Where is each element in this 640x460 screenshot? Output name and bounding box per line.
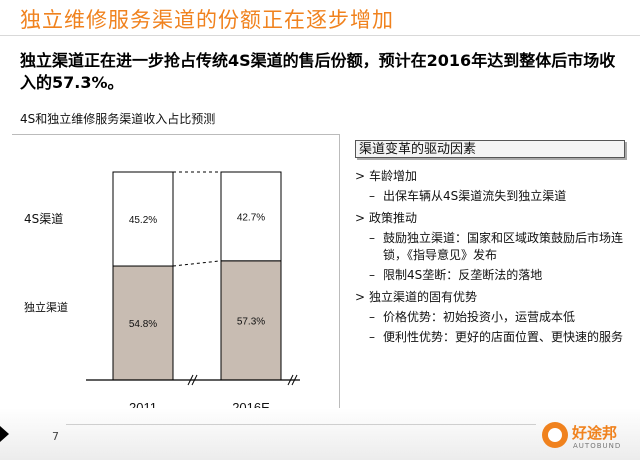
driver-item-text: 便利性优势：更好的店面位置、更快速的服务	[383, 330, 624, 344]
driver-item: – 鼓励独立渠道：国家和区域政策鼓励后市场连锁，《指导意见》发布	[355, 230, 630, 264]
driver-item: – 限制4S垄断：反垄断法的落地	[355, 267, 630, 284]
dash-icon: –	[369, 189, 375, 203]
chevron-right-icon: >	[355, 211, 366, 225]
driver-group: > 独立渠道的固有优势 – 价格优势：初始投资小，运营成本低 – 便利性优势：更好的店面位…	[355, 289, 630, 346]
chart-title: 4S和独立维修服务渠道收入占比预测	[20, 112, 216, 126]
driver-group: > 车龄增加 – 出保车辆从4S渠道流失到独立渠道	[355, 168, 630, 205]
driver-heading-text: 政策推动	[369, 211, 418, 225]
logo-subtext: AUTOBUND	[573, 442, 622, 450]
data-label: 42.7%	[237, 212, 265, 223]
axis-break-mark	[191, 374, 198, 386]
slide-headline: 独立渠道正在进一步抢占传统4S渠道的售后份额，预计在2016年达到整体后市场收入…	[20, 51, 616, 92]
dash-icon: –	[369, 330, 375, 344]
chevron-right-icon: >	[355, 290, 366, 304]
data-label: 54.8%	[129, 319, 157, 330]
legend-label: 独立渠道	[24, 300, 68, 314]
legend-label: 4S渠道	[24, 212, 63, 226]
logo-text: 好途邦	[572, 424, 618, 442]
drivers-list: > 车龄增加 – 出保车辆从4S渠道流失到独立渠道 > 政策推动 – 鼓励独立渠道：国家和区域…	[355, 168, 630, 351]
slide-title: 独立维修服务渠道的份额正在逐步增加	[20, 8, 394, 32]
bar-segment	[220, 260, 282, 381]
driver-group: > 政策推动 – 鼓励独立渠道：国家和区域政策鼓励后市场连锁，《指导意见》发布 – 限制4…	[355, 210, 630, 284]
bar-segment	[112, 265, 174, 381]
driver-heading-text: 独立渠道的固有优势	[369, 290, 478, 304]
axis-break-mark	[287, 374, 294, 386]
driver-item: – 出保车辆从4S渠道流失到独立渠道	[355, 188, 630, 205]
footer-divider	[66, 424, 536, 425]
chevron-right-icon: >	[355, 169, 366, 183]
title-divider	[0, 35, 640, 36]
driver-item: – 便利性优势：更好的店面位置、更快速的服务	[355, 329, 630, 346]
footer	[0, 408, 640, 460]
page-number: 7	[52, 430, 59, 443]
data-label: 45.2%	[129, 215, 157, 226]
chart-frame	[12, 134, 340, 424]
drivers-header: 渠道变革的驱动因素	[355, 140, 625, 158]
dash-icon: –	[369, 310, 375, 324]
bar-segment	[112, 171, 174, 267]
axis-break-mark	[291, 374, 298, 386]
driver-heading: > 车龄增加	[355, 168, 630, 185]
axis-break-mark	[187, 374, 194, 386]
bar-segment	[220, 171, 282, 262]
driver-heading: > 独立渠道的固有优势	[355, 289, 630, 306]
dash-icon: –	[369, 231, 375, 245]
data-label: 57.3%	[237, 316, 265, 327]
driver-item-text: 限制4S垄断：反垄断法的落地	[383, 268, 543, 282]
brand-logo: 好途邦 AUTOBUND	[542, 420, 634, 454]
logo-mark-icon	[542, 422, 568, 448]
play-arrow-icon[interactable]	[0, 426, 9, 442]
driver-item-text: 鼓励独立渠道：国家和区域政策鼓励后市场连锁，《指导意见》发布	[383, 231, 624, 262]
driver-item-text: 价格优势：初始投资小，运营成本低	[383, 310, 576, 324]
driver-item: – 价格优势：初始投资小，运营成本低	[355, 309, 630, 326]
connector-line	[172, 260, 222, 267]
driver-heading-text: 车龄增加	[369, 169, 418, 183]
driver-heading: > 政策推动	[355, 210, 630, 227]
driver-item-text: 出保车辆从4S渠道流失到独立渠道	[383, 189, 567, 203]
dash-icon: –	[369, 268, 375, 282]
